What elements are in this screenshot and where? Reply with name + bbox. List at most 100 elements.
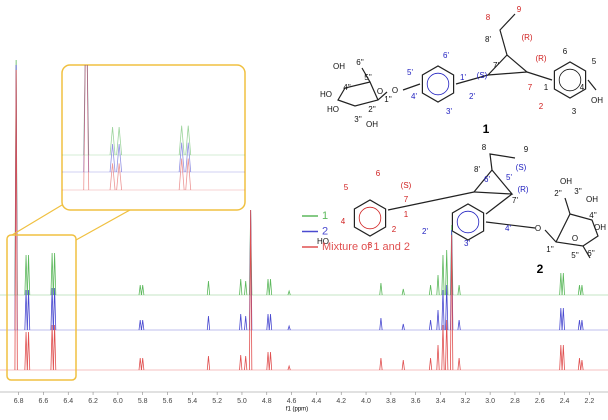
peak bbox=[457, 319, 461, 331]
ring bbox=[553, 61, 587, 99]
bond bbox=[485, 221, 536, 229]
atom-label: 5'' bbox=[364, 73, 372, 82]
x-tick-label: 5.4 bbox=[187, 398, 197, 405]
x-tick-label: 6.4 bbox=[63, 398, 73, 405]
atom-label: 4' bbox=[411, 92, 417, 101]
peak bbox=[577, 319, 582, 331]
peak bbox=[138, 357, 142, 371]
peak bbox=[266, 278, 270, 296]
peak bbox=[239, 354, 243, 371]
atom-label: (R) bbox=[517, 185, 528, 194]
peak bbox=[52, 252, 57, 296]
atom-label: OH bbox=[560, 177, 572, 186]
x-tick-label: 6.0 bbox=[113, 398, 123, 405]
peak bbox=[24, 254, 28, 296]
peak bbox=[561, 344, 565, 371]
peak bbox=[379, 317, 383, 331]
peak bbox=[559, 272, 563, 296]
compound-label: 1 bbox=[483, 122, 490, 136]
atom-label: (R) bbox=[535, 54, 546, 63]
peak bbox=[287, 364, 291, 371]
atom-label: 3 bbox=[572, 107, 577, 116]
zoom-connector bbox=[75, 209, 131, 241]
atom-label: 3'' bbox=[354, 115, 362, 124]
atom-label: (S) bbox=[477, 71, 488, 80]
peak bbox=[428, 284, 433, 296]
inset-peak bbox=[116, 126, 123, 156]
atom-label: (R) bbox=[521, 33, 532, 42]
x-tick-label: 6.2 bbox=[88, 398, 98, 405]
ring-aromatic bbox=[426, 72, 450, 96]
spectra bbox=[0, 59, 608, 371]
atom-label: OH bbox=[594, 223, 606, 232]
x-tick-label: 4.0 bbox=[361, 398, 371, 405]
atom-label: 9 bbox=[517, 5, 522, 14]
atom-label: HO bbox=[320, 90, 332, 99]
peak bbox=[559, 307, 563, 331]
bond bbox=[499, 13, 516, 56]
atom-label: 2'' bbox=[554, 189, 562, 198]
x-tick-label: 2.6 bbox=[535, 398, 545, 405]
atom-label: 6 bbox=[563, 47, 568, 56]
atom-label: 5 bbox=[592, 57, 597, 66]
atom-label: HO bbox=[327, 105, 339, 114]
atom-label: OH bbox=[333, 62, 345, 71]
bond bbox=[486, 54, 529, 76]
peak bbox=[428, 357, 433, 371]
peak bbox=[141, 357, 145, 371]
inset-peak bbox=[109, 163, 116, 191]
x-tick-label: 3.4 bbox=[436, 398, 446, 405]
bond bbox=[387, 191, 475, 211]
peak bbox=[580, 359, 584, 371]
atom-label: 2' bbox=[422, 227, 428, 236]
peak bbox=[445, 284, 449, 331]
atom-label: OH bbox=[366, 120, 378, 129]
peak bbox=[24, 289, 28, 331]
peak bbox=[266, 313, 270, 331]
atom-label: 8' bbox=[485, 35, 491, 44]
atom-label: 2 bbox=[539, 102, 544, 111]
inset-peak bbox=[116, 143, 123, 173]
compound-label: 2 bbox=[537, 262, 544, 276]
peak bbox=[268, 313, 273, 331]
x-axis-label: f1 (ppm) bbox=[286, 407, 308, 413]
atom-label: O bbox=[377, 87, 383, 96]
peak bbox=[580, 284, 584, 296]
atom-label: 3'' bbox=[574, 187, 582, 196]
atom-label: 6 bbox=[376, 169, 381, 178]
peak bbox=[287, 324, 291, 331]
peak bbox=[445, 319, 449, 371]
peak bbox=[138, 284, 142, 296]
x-tick-label: 4.6 bbox=[287, 398, 297, 405]
inset-peak bbox=[185, 158, 192, 191]
inset-peak bbox=[109, 143, 116, 173]
zoom-box bbox=[6, 234, 77, 381]
atom-label: 5' bbox=[407, 68, 413, 77]
bond bbox=[564, 197, 571, 215]
x-tick-label: 4.4 bbox=[312, 398, 322, 405]
atom-label: 7 bbox=[528, 83, 533, 92]
peak bbox=[445, 249, 449, 296]
x-tick-label: 2.8 bbox=[510, 398, 520, 405]
legend-label: Mixture of 1 and 2 bbox=[322, 241, 410, 253]
atom-label: 3 bbox=[368, 241, 373, 250]
peak bbox=[580, 319, 584, 331]
peak bbox=[436, 344, 440, 371]
atom-label: 6'' bbox=[356, 58, 364, 67]
inset-spectra bbox=[62, 65, 245, 191]
peak bbox=[266, 351, 270, 371]
peak bbox=[206, 280, 211, 296]
x-tick-label: 2.2 bbox=[585, 398, 595, 405]
x-tick-label: 3.6 bbox=[411, 398, 421, 405]
peak bbox=[52, 287, 57, 331]
legend-label: 1 bbox=[322, 210, 328, 222]
peak bbox=[244, 315, 248, 331]
inset-peak bbox=[178, 158, 185, 191]
peak bbox=[26, 331, 31, 371]
peak bbox=[24, 331, 28, 371]
bond bbox=[587, 79, 597, 91]
x-tick-label: 6.8 bbox=[14, 398, 24, 405]
peak bbox=[244, 280, 248, 296]
